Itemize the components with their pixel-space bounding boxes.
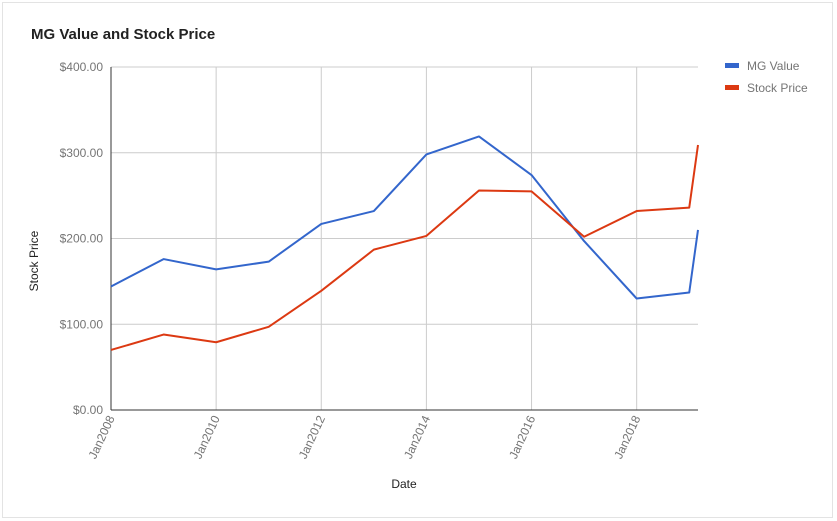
legend-swatch [725,63,739,68]
series-line-mg-value [110,135,699,300]
legend: MG Value Stock Price [725,59,808,95]
x-tick-label: Jan2016 [506,413,538,461]
legend-label: MG Value [747,59,800,73]
x-tick-label: Jan2008 [86,413,118,461]
legend-swatch [725,85,739,90]
series-line-stock-price [110,144,699,351]
y-tick-label: $300.00 [60,146,104,160]
x-tick-label: Jan2010 [191,413,223,461]
x-axis-label: Date [391,477,417,491]
series-group [110,135,699,351]
x-tick-label: Jan2018 [611,413,643,461]
y-tick-label: $200.00 [60,232,104,246]
gridlines [110,66,698,410]
y-axis-label: Stock Price [27,230,41,291]
y-tick-label: $400.00 [60,60,104,74]
y-tick-label: $0.00 [73,403,103,417]
x-tick-label: Jan2014 [401,413,433,461]
axes [110,67,698,411]
x-tick-label: Jan2012 [296,413,328,461]
tick-labels: $0.00 $100.00 $200.00 $300.00 $400.00 Jan2008… [60,60,644,461]
legend-label: Stock Price [747,81,808,95]
chart-title: MG Value and Stock Price [31,26,216,43]
y-tick-label: $100.00 [60,317,104,331]
